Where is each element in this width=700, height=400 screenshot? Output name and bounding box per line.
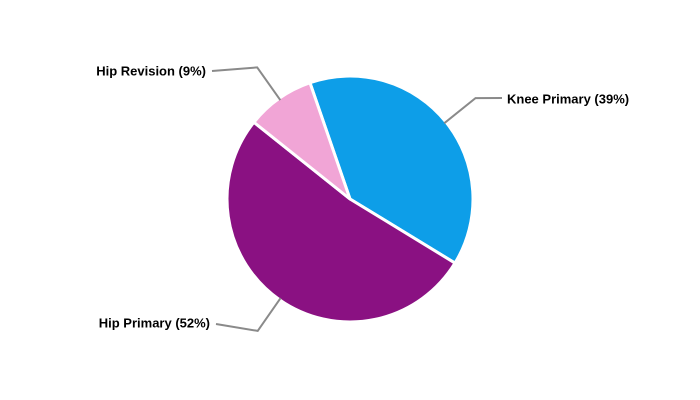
slice-label-knee-primary: Knee Primary (39%)	[507, 92, 629, 107]
leader-line-hip-primary	[215, 297, 282, 332]
leader-line-hip-revision	[211, 66, 282, 101]
slice-label-hip-revision: Hip Revision (9%)	[96, 64, 206, 79]
slice-label-hip-primary: Hip Primary (52%)	[99, 316, 210, 331]
leader-line-knee-primary	[443, 97, 503, 124]
